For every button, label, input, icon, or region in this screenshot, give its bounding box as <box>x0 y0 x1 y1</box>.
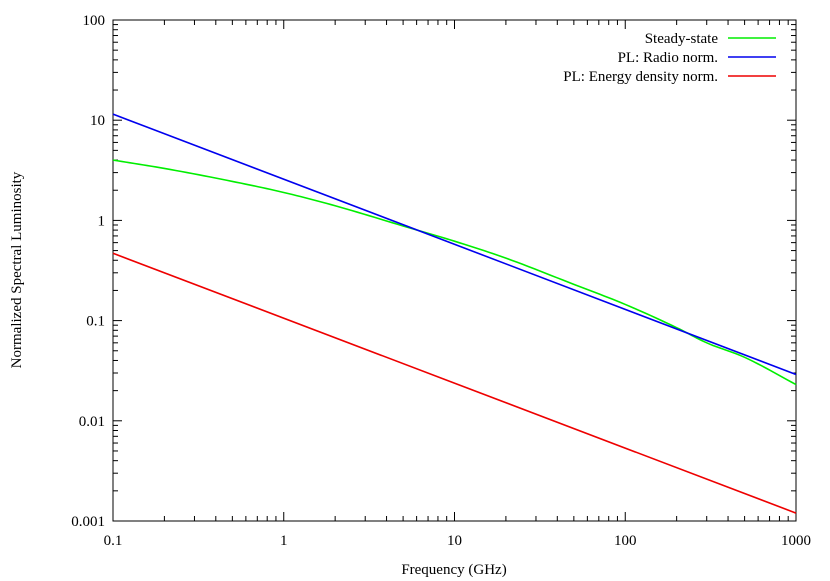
x-tick-label: 10 <box>447 533 462 549</box>
x-tick-label: 1000 <box>781 533 811 549</box>
y-tick-label: 10 <box>90 113 105 129</box>
legend-label: PL: Radio norm. <box>618 50 718 66</box>
axis-ticks <box>112 19 797 522</box>
plot-frame <box>112 19 797 522</box>
legend-label: PL: Energy density norm. <box>563 69 718 85</box>
y-axis-title: Normalized Spectral Luminosity <box>9 171 25 368</box>
y-tick-label: 0.1 <box>86 314 105 330</box>
y-tick-label: 100 <box>83 13 106 29</box>
x-axis-title: Frequency (GHz) <box>401 562 506 578</box>
y-tick-label: 0.001 <box>71 514 105 530</box>
y-tick-label: 1 <box>98 213 106 229</box>
x-tick-label: 100 <box>614 533 637 549</box>
x-tick-label: 1 <box>280 533 288 549</box>
x-tick-label: 0.1 <box>104 533 123 549</box>
legend: Steady-state PL: Radio norm. PL: Energy de… <box>563 31 776 85</box>
series-line-1 <box>112 113 797 376</box>
y-tick-label: 0.01 <box>79 414 105 430</box>
series-lines <box>112 113 797 514</box>
series-line-0 <box>112 159 797 386</box>
legend-label: Steady-state <box>645 31 719 47</box>
series-line-2 <box>112 252 797 514</box>
tick-labels: 0.1 1 10 100 1000 0.001 0.01 0.1 1 10 100 <box>71 13 811 549</box>
